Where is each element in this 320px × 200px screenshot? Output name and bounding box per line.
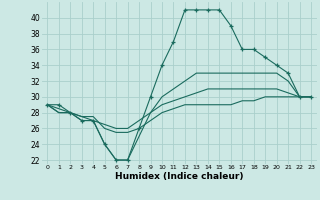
X-axis label: Humidex (Indice chaleur): Humidex (Indice chaleur) — [115, 172, 244, 181]
